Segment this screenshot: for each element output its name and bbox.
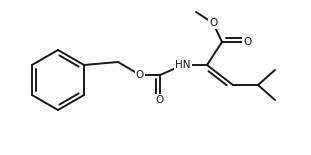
Text: O: O [136,70,144,80]
Text: O: O [156,95,164,105]
Text: O: O [243,37,251,47]
Text: O: O [209,18,217,28]
Text: HN: HN [175,60,191,70]
